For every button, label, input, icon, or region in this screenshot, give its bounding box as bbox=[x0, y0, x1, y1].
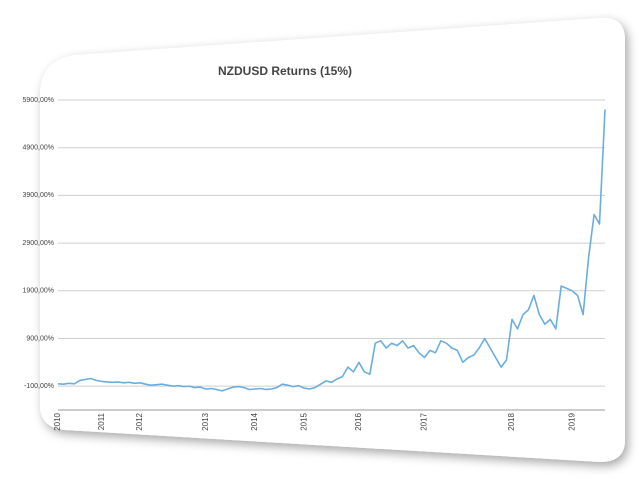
x-tick-label: 2011 bbox=[97, 412, 106, 430]
y-tick-label: 4900,00% bbox=[22, 145, 54, 152]
y-tick-label: 3900,00% bbox=[22, 192, 54, 199]
x-tick-label: 2010 bbox=[53, 412, 62, 430]
y-tick-label: 1900,00% bbox=[22, 288, 54, 295]
y-tick-label: 2900,00% bbox=[22, 240, 54, 247]
y-tick-label: 900,00% bbox=[26, 335, 54, 342]
x-tick-label: 2012 bbox=[135, 412, 144, 430]
x-tick-label: 2015 bbox=[299, 412, 308, 430]
x-tick-label: 2017 bbox=[420, 412, 429, 430]
y-tick-label: -100,00% bbox=[24, 383, 54, 390]
line-series bbox=[57, 109, 606, 392]
x-tick-label: 2018 bbox=[507, 412, 516, 430]
y-tick-label: 5900,00% bbox=[22, 97, 54, 104]
x-tick-label: 2016 bbox=[354, 412, 363, 430]
x-tick-label: 2013 bbox=[201, 412, 210, 430]
x-tick-label: 2014 bbox=[250, 412, 259, 430]
card bbox=[40, 17, 625, 462]
chart-title: NZDUSD Returns (15%) bbox=[218, 64, 352, 78]
x-tick-label: 2019 bbox=[567, 412, 576, 430]
